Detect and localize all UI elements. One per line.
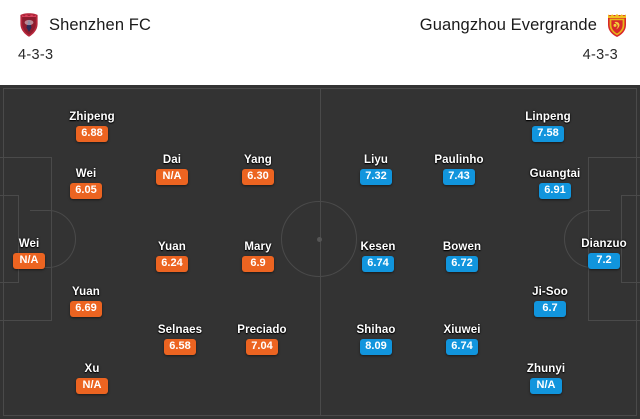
player-name: Guangtai: [529, 168, 581, 180]
player-rating-badge: 6.74: [446, 339, 478, 355]
player-rating-badge: 6.7: [534, 301, 566, 317]
player-rating-badge: N/A: [13, 253, 45, 269]
player-card[interactable]: Kesen 6.74: [323, 240, 433, 272]
guangzhou-evergrande-crest-icon: [608, 14, 626, 37]
home-team-block[interactable]: Shenzhen FC: [18, 12, 151, 38]
player-card[interactable]: Yuan 6.24: [117, 240, 227, 272]
player-card[interactable]: Zhipeng 6.88: [37, 110, 147, 142]
player-rating-badge: 6.30: [242, 169, 274, 185]
player-rating-badge: 7.04: [246, 339, 278, 355]
goal-box-left: [0, 195, 19, 283]
player-rating-badge: N/A: [530, 378, 562, 394]
player-rating-badge: 6.58: [164, 339, 196, 355]
player-name: Selnaes: [157, 324, 203, 336]
player-rating-badge: N/A: [76, 378, 108, 394]
player-name: Yuan: [158, 241, 186, 253]
player-card[interactable]: Wei N/A: [0, 237, 84, 269]
player-name: Ji-Soo: [532, 286, 568, 298]
player-rating-badge: 6.88: [76, 126, 108, 142]
penalty-arc-right: [564, 210, 610, 268]
player-card[interactable]: Bowen 6.72: [407, 240, 517, 272]
away-formation: 4-3-3: [582, 47, 618, 63]
player-name: Xu: [84, 363, 100, 375]
player-card[interactable]: Xu N/A: [37, 362, 147, 394]
player-name: Zhipeng: [69, 111, 115, 123]
player-card[interactable]: Ji-Soo 6.7: [495, 285, 605, 317]
player-card[interactable]: Shihao 8.09: [321, 323, 431, 355]
home-team-name: Shenzhen FC: [49, 15, 151, 34]
away-team-name: Guangzhou Evergrande: [419, 15, 597, 34]
player-card[interactable]: Selnaes 6.58: [125, 323, 235, 355]
player-rating-badge: 7.58: [532, 126, 564, 142]
penalty-arc-left: [30, 210, 76, 268]
player-name: Liyu: [363, 154, 389, 166]
player-card[interactable]: Preciado 7.04: [207, 323, 317, 355]
player-rating-badge: 6.72: [446, 256, 478, 272]
player-name: Wei: [75, 168, 97, 180]
center-spot: [317, 237, 322, 242]
match-header: Shenzhen FC 4-3-3 Guangzhou Evergrande 4…: [0, 0, 640, 85]
player-card[interactable]: Linpeng 7.58: [493, 110, 603, 142]
center-circle: [281, 201, 357, 277]
player-name: Preciado: [237, 324, 287, 336]
player-card[interactable]: Liyu 7.32: [321, 153, 431, 185]
player-card[interactable]: Zhunyi N/A: [491, 362, 601, 394]
player-rating-badge: 6.91: [539, 183, 571, 199]
player-card[interactable]: Dianzuo 7.2: [549, 237, 640, 269]
player-name: Bowen: [442, 241, 482, 253]
player-name: Yang: [244, 154, 272, 166]
away-team-block[interactable]: Guangzhou Evergrande: [420, 12, 628, 38]
home-formation: 4-3-3: [18, 47, 54, 63]
player-name: Zhunyi: [526, 363, 566, 375]
player-name: Mary: [244, 241, 272, 253]
player-name: Kesen: [360, 241, 396, 253]
player-rating-badge: 8.09: [360, 339, 392, 355]
player-rating-badge: 7.32: [360, 169, 392, 185]
player-card[interactable]: Mary 6.9: [203, 240, 313, 272]
player-rating-badge: 6.05: [70, 183, 102, 199]
player-rating-badge: 6.74: [362, 256, 394, 272]
player-name: Dianzuo: [581, 238, 627, 250]
player-rating-badge: 6.69: [70, 301, 102, 317]
player-card[interactable]: Wei 6.05: [31, 167, 141, 199]
player-rating-badge: 7.2: [588, 253, 620, 269]
player-card[interactable]: Dai N/A: [117, 153, 227, 185]
player-card[interactable]: Yuan 6.69: [31, 285, 141, 317]
pitch-graphic: Wei N/A Zhipeng 6.88 Wei 6.05 Yuan 6.69 Xu N/A Dai…: [0, 85, 640, 419]
player-name: Dai: [162, 154, 182, 166]
player-name: Linpeng: [525, 111, 571, 123]
player-card[interactable]: Yang 6.30: [203, 153, 313, 185]
goal-box-right: [621, 195, 640, 283]
player-rating-badge: 6.24: [156, 256, 188, 272]
shenzhen-fc-crest-icon: [20, 13, 38, 37]
player-rating-badge: 7.43: [443, 169, 475, 185]
player-rating-badge: N/A: [156, 169, 188, 185]
player-card[interactable]: Xiuwei 6.74: [407, 323, 517, 355]
player-name: Yuan: [72, 286, 100, 298]
player-name: Paulinho: [434, 154, 484, 166]
player-rating-badge: 6.9: [242, 256, 274, 272]
player-card[interactable]: Paulinho 7.43: [404, 153, 514, 185]
player-card[interactable]: Guangtai 6.91: [500, 167, 610, 199]
player-name: Xiuwei: [443, 324, 481, 336]
player-name: Wei: [18, 238, 40, 250]
player-name: Shihao: [356, 324, 396, 336]
